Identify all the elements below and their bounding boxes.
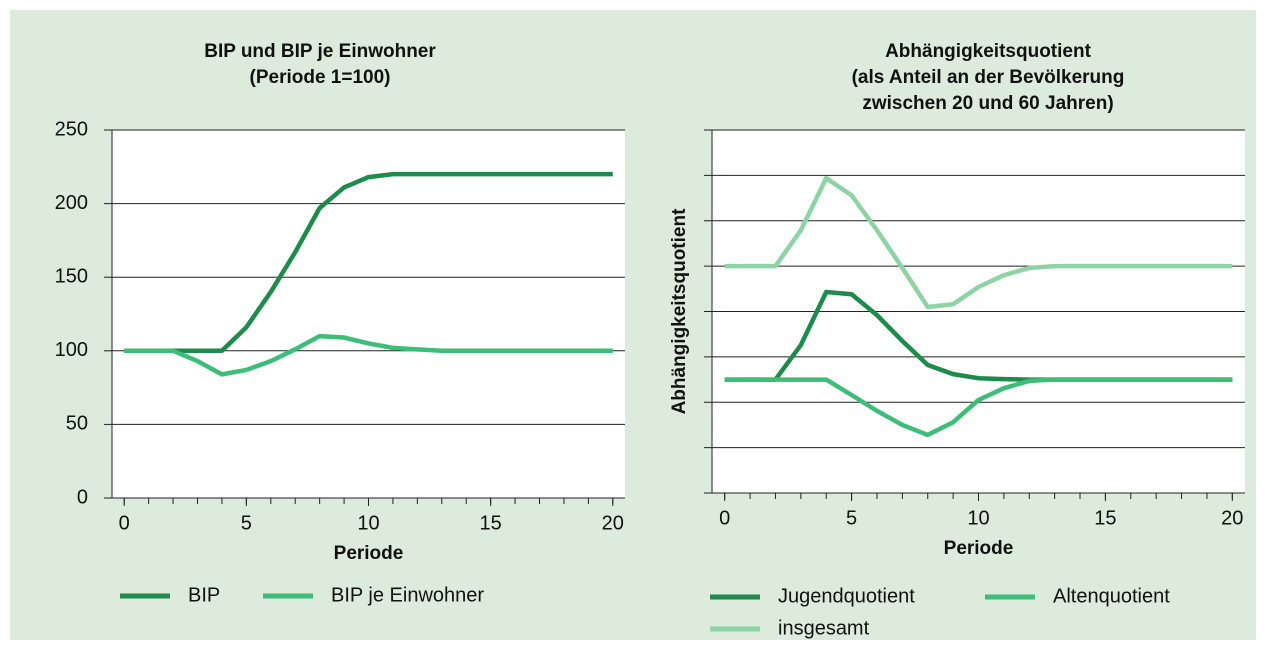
y-tick-label: 50 (66, 413, 88, 435)
x-axis-label: Periode (334, 543, 404, 564)
legend-label: BIP (188, 584, 220, 606)
series-line (124, 333, 613, 377)
chart-title: BIP und BIP je Einwohner (204, 41, 436, 62)
x-tick-label: 20 (602, 512, 624, 534)
series-line (724, 377, 1233, 438)
x-tick-label: 15 (1094, 507, 1116, 529)
series-line (124, 171, 613, 354)
x-tick-label: 5 (846, 507, 857, 529)
chart-title: zwischen 20 und 60 Jahren) (862, 93, 1113, 114)
chart-title: (Periode 1=100) (250, 67, 391, 88)
x-tick-label: 20 (1221, 507, 1243, 529)
x-tick-label: 0 (719, 507, 730, 529)
y-tick-label: 150 (55, 265, 88, 287)
x-axis-label: Periode (944, 538, 1014, 559)
legend-label: insgesamt (778, 617, 870, 639)
chart-title: (als Anteil an der Bevölkerung (852, 67, 1125, 88)
legend-label: Altenquotient (1053, 585, 1170, 607)
legend-label: BIP je Einwohner (331, 584, 484, 606)
x-tick-label: 10 (967, 507, 989, 529)
x-tick-label: 10 (357, 512, 379, 534)
x-tick-label: 15 (480, 512, 502, 534)
y-tick-label: 100 (55, 339, 88, 361)
y-tick-label: 250 (55, 118, 88, 140)
chart-title: Abhängigkeitsquotient (885, 41, 1092, 62)
series-line (724, 175, 1233, 310)
x-tick-label: 5 (241, 512, 252, 534)
y-axis-label: Abhängigkeitsquotient (669, 208, 690, 415)
y-tick-label: 200 (55, 192, 88, 214)
y-tick-label: 0 (77, 486, 88, 508)
legend-label: Jugendquotient (778, 585, 915, 607)
x-tick-label: 0 (119, 512, 130, 534)
plot-area (112, 130, 625, 498)
